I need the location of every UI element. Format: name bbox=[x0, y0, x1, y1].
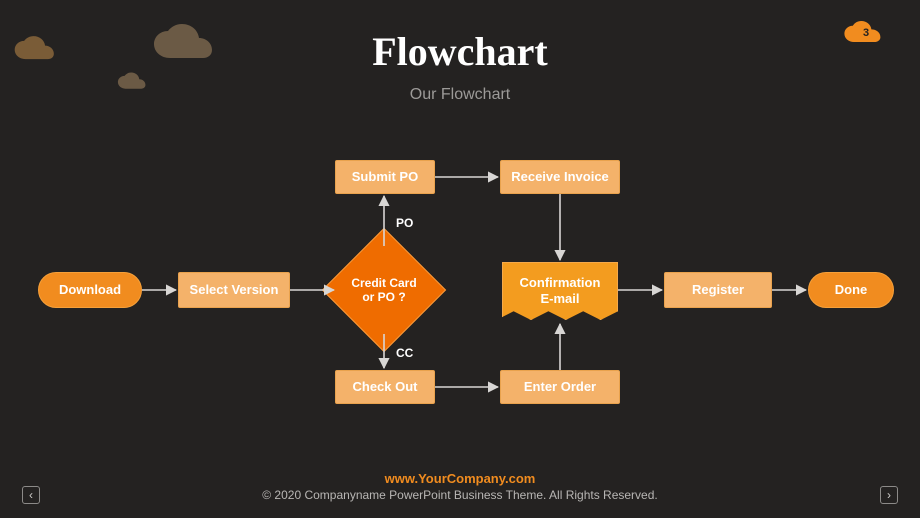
flowchart-canvas: Download Select Version Credit Card or P… bbox=[0, 0, 920, 518]
footer: www.YourCompany.com © 2020 Companyname P… bbox=[0, 471, 920, 502]
edges-layer bbox=[0, 0, 920, 518]
footer-copyright: © 2020 Companyname PowerPoint Business T… bbox=[0, 488, 920, 502]
footer-url: www.YourCompany.com bbox=[0, 471, 920, 486]
next-slide-button[interactable]: › bbox=[880, 486, 898, 504]
prev-slide-button[interactable]: ‹ bbox=[22, 486, 40, 504]
